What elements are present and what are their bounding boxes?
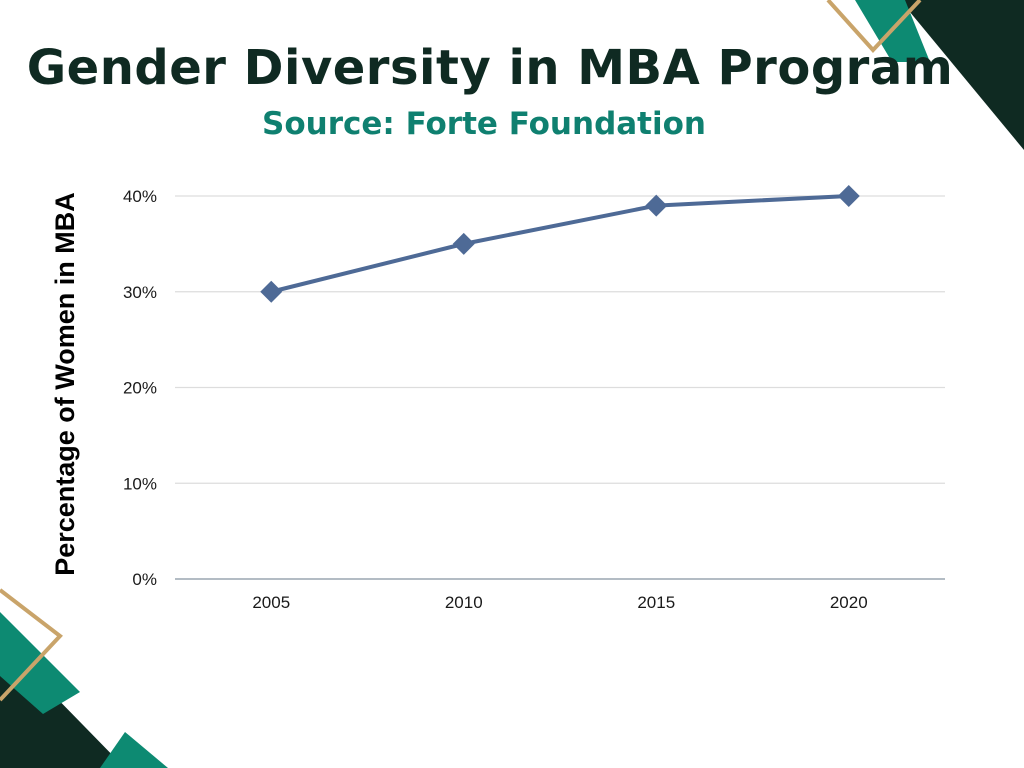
corner-shape-bottom-gold-line: [0, 588, 63, 702]
chart-title: Gender Diversity in MBA Program: [26, 40, 954, 96]
chart-subtitle: Source: Forte Foundation: [262, 106, 706, 142]
x-tick-label: 2020: [830, 593, 868, 612]
x-tick-label: 2005: [252, 593, 290, 612]
data-point-marker: [452, 232, 475, 255]
data-point-marker: [260, 280, 283, 303]
grid-lines: [175, 195, 945, 484]
data-point-marker: [837, 185, 860, 207]
corner-shape-top-gold-line: [826, 0, 922, 53]
x-tick-label: 2010: [445, 593, 483, 612]
data-point-marker: [645, 194, 668, 217]
data-series: [260, 185, 860, 303]
corner-shape-bottom-teal: [0, 612, 80, 714]
corner-shape-top-dark: [900, 0, 1024, 150]
y-tick-label: 40%: [123, 187, 157, 206]
series-line: [270, 194, 849, 294]
y-tick-label: 20%: [123, 379, 157, 398]
y-tick-label: 30%: [123, 283, 157, 302]
y-axis-label: Percentage of Women in MBA: [50, 192, 80, 576]
y-tick-label: 0%: [132, 570, 157, 589]
corner-shape-bottom-teal-small: [100, 732, 168, 768]
x-tick-label: 2015: [637, 593, 675, 612]
y-tick-label: 10%: [123, 474, 157, 493]
axes: 0% 10% 20% 30% 40% 2005 2010 2015 2020: [123, 187, 945, 612]
